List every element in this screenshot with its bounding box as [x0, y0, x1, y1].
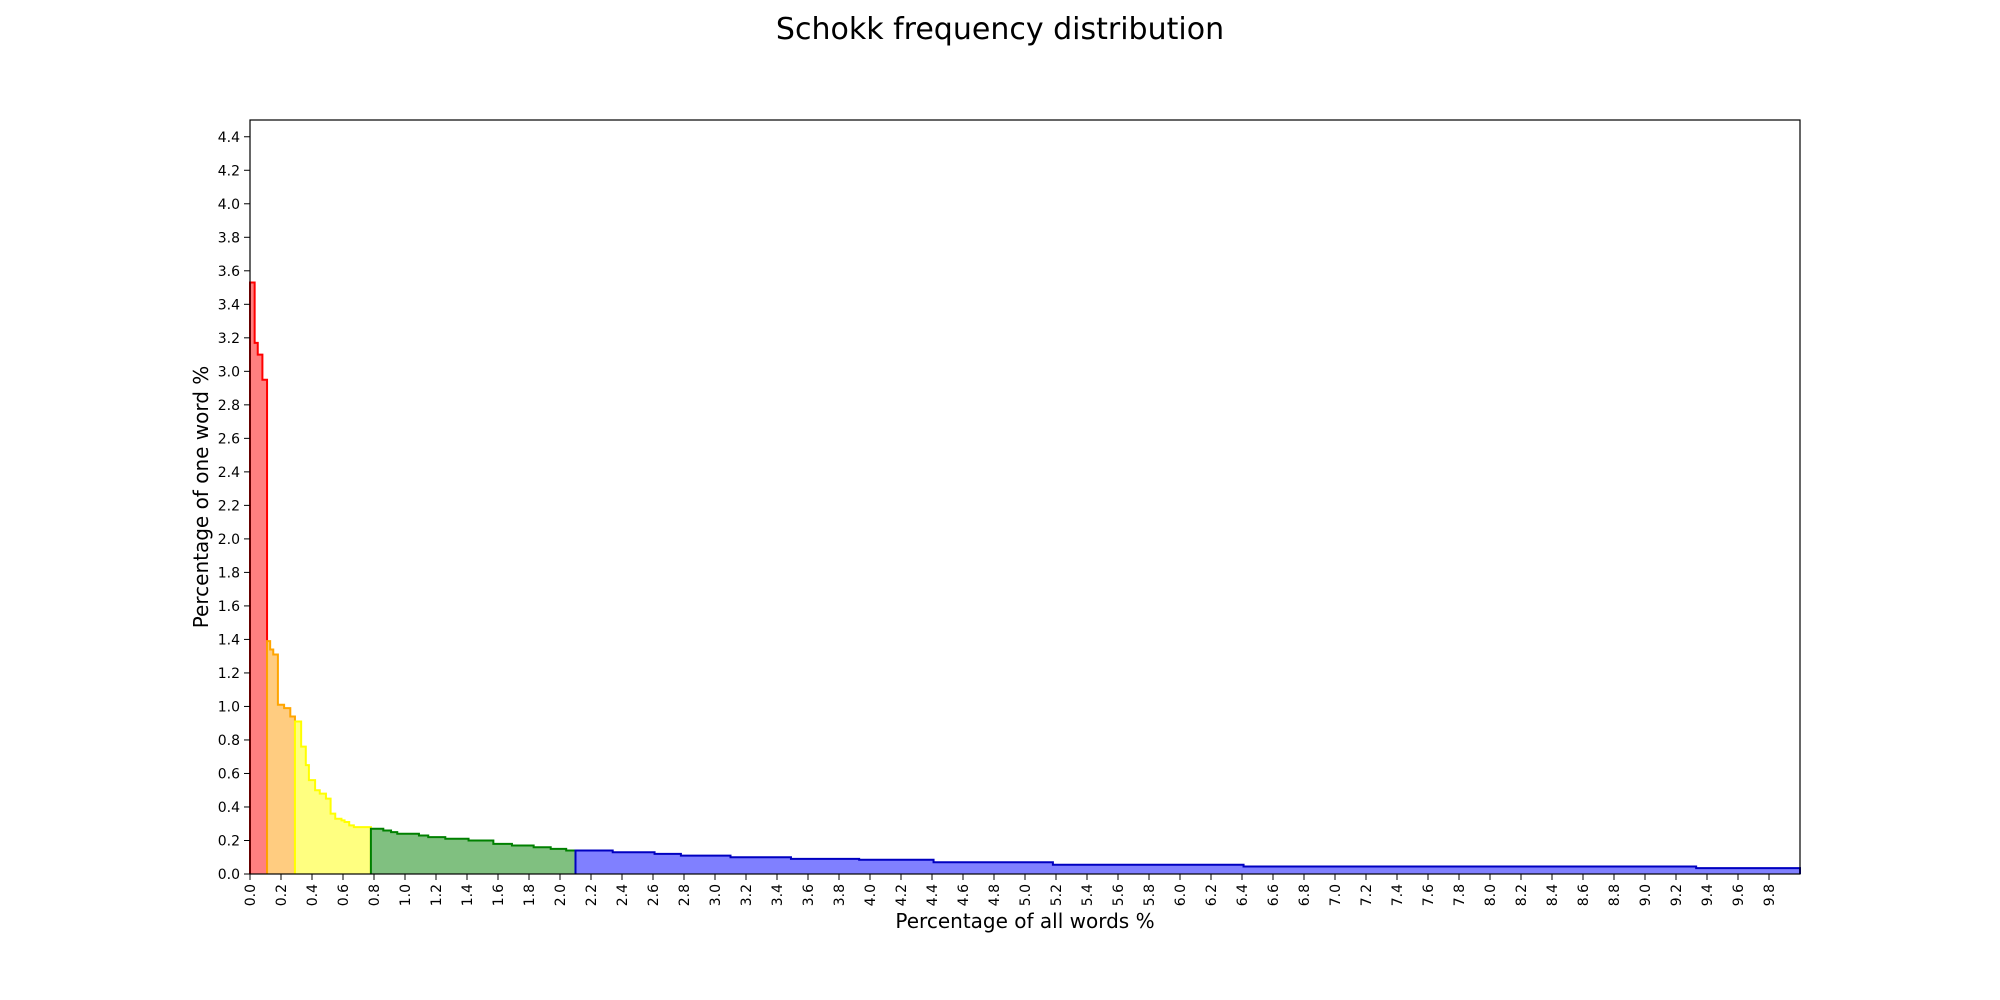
- x-tick-label: 5.6: [1111, 884, 1127, 906]
- y-tick-label: 1.6: [218, 599, 240, 615]
- series-2-line: [293, 720, 372, 874]
- x-tick-label: 8.4: [1545, 884, 1561, 906]
- x-tick-label: 1.4: [460, 884, 476, 906]
- x-tick-label: 8.6: [1576, 884, 1592, 906]
- y-tick-label: 0.4: [218, 800, 240, 816]
- x-tick-label: 8.2: [1514, 884, 1530, 906]
- x-tick-label: 2.2: [584, 884, 600, 906]
- y-tick-label: 1.0: [218, 699, 240, 715]
- x-tick-label: 6.6: [1266, 884, 1282, 906]
- y-tick-label: 2.2: [218, 498, 240, 514]
- y-tick-label: 4.4: [218, 130, 240, 146]
- x-tick-label: 3.6: [801, 884, 817, 906]
- y-tick-label: 3.6: [218, 264, 240, 280]
- y-tick-label: 3.0: [218, 364, 240, 380]
- x-tick-label: 5.4: [1080, 884, 1096, 906]
- y-tick-label: 0.8: [218, 733, 240, 749]
- x-axis-label: Percentage of all words %: [895, 909, 1154, 933]
- series-3-area: [370, 828, 576, 874]
- series-3-line: [369, 827, 577, 874]
- x-tick-label: 0.8: [367, 884, 383, 906]
- x-tick-label: 5.0: [1018, 884, 1034, 906]
- x-tick-label: 0.4: [305, 884, 321, 906]
- x-tick-label: 7.6: [1421, 884, 1437, 906]
- y-tick-label: 4.0: [218, 197, 240, 213]
- series-4-area: [575, 850, 1800, 874]
- series-0-line: [249, 281, 269, 874]
- x-tick-label: 7.8: [1452, 884, 1468, 906]
- x-tick-label: 5.2: [1049, 884, 1065, 906]
- y-tick-label: 0.2: [218, 833, 240, 849]
- x-tick-label: 7.0: [1328, 884, 1344, 906]
- y-tick-label: 3.2: [218, 331, 240, 347]
- y-tick-label: 1.4: [218, 632, 240, 648]
- y-tick-label: 3.8: [218, 230, 240, 246]
- x-tick-label: 4.2: [894, 884, 910, 906]
- y-tick-label: 2.6: [218, 431, 240, 447]
- x-tick-label: 1.0: [398, 884, 414, 906]
- x-tick-label: 3.4: [770, 884, 786, 906]
- x-axis-ticks: 0.0 0.2 0.4 0.6 0.8 1.0 1.2 1.4 1.6 1.8 2.0 2.2 2.4 2…: [243, 874, 1778, 906]
- y-axis-label: Percentage of one word %: [189, 366, 213, 629]
- x-tick-label: 6.4: [1235, 884, 1251, 906]
- x-tick-label: 2.0: [553, 884, 569, 906]
- y-tick-label: 3.4: [218, 297, 240, 313]
- y-tick-label: 0.6: [218, 766, 240, 782]
- series-0-area: [250, 282, 268, 874]
- y-tick-label: 1.8: [218, 565, 240, 581]
- x-tick-label: 9.0: [1638, 884, 1654, 906]
- y-tick-label: 2.0: [218, 532, 240, 548]
- x-tick-label: 0.2: [274, 884, 290, 906]
- x-tick-label: 3.0: [708, 884, 724, 906]
- series-4-line: [574, 849, 1801, 874]
- x-tick-label: 4.4: [925, 884, 941, 906]
- x-tick-label: 6.2: [1204, 884, 1220, 906]
- y-tick-label: 1.2: [218, 666, 240, 682]
- series-1-area: [267, 641, 295, 874]
- x-tick-label: 3.2: [739, 884, 755, 906]
- x-tick-label: 9.2: [1669, 884, 1685, 906]
- x-tick-label: 2.8: [677, 884, 693, 906]
- x-tick-label: 1.2: [429, 884, 445, 906]
- y-tick-label: 4.2: [218, 163, 240, 179]
- x-tick-label: 7.4: [1390, 884, 1406, 906]
- x-tick-label: 5.8: [1142, 884, 1158, 906]
- y-tick-label: 2.4: [218, 465, 240, 481]
- series-1-line: [266, 640, 296, 874]
- x-tick-label: 6.0: [1173, 884, 1189, 906]
- x-tick-label: 4.6: [956, 884, 972, 906]
- x-tick-label: 7.2: [1359, 884, 1375, 906]
- x-tick-label: 3.8: [832, 884, 848, 906]
- x-tick-label: 0.6: [336, 884, 352, 906]
- x-tick-label: 9.6: [1731, 884, 1747, 906]
- chart-title: Schokk frequency distribution: [775, 12, 1225, 47]
- x-tick-label: 1.6: [491, 884, 507, 906]
- x-tick-label: 4.8: [987, 884, 1003, 906]
- x-tick-label: 8.0: [1483, 884, 1499, 906]
- series-layer: [249, 281, 1801, 874]
- x-tick-label: 4.0: [863, 884, 879, 906]
- x-tick-label: 1.8: [522, 884, 538, 906]
- x-tick-label: 6.8: [1297, 884, 1313, 906]
- x-tick-label: 8.8: [1607, 884, 1623, 906]
- x-tick-label: 0.0: [243, 884, 259, 906]
- y-axis-ticks: 0.0 0.2 0.4 0.6 0.8 1.0 1.2 1.4 1.6 1.8 2.0 2.2 2.4 2…: [218, 130, 250, 883]
- x-tick-label: 9.4: [1700, 884, 1716, 906]
- x-tick-label: 2.6: [646, 884, 662, 906]
- x-tick-label: 9.8: [1762, 884, 1778, 906]
- y-tick-label: 2.8: [218, 398, 240, 414]
- series-2-area: [294, 721, 371, 874]
- plot-frame: [249, 119, 1801, 875]
- y-tick-label: 0.0: [218, 867, 240, 883]
- x-tick-label: 2.4: [615, 884, 631, 906]
